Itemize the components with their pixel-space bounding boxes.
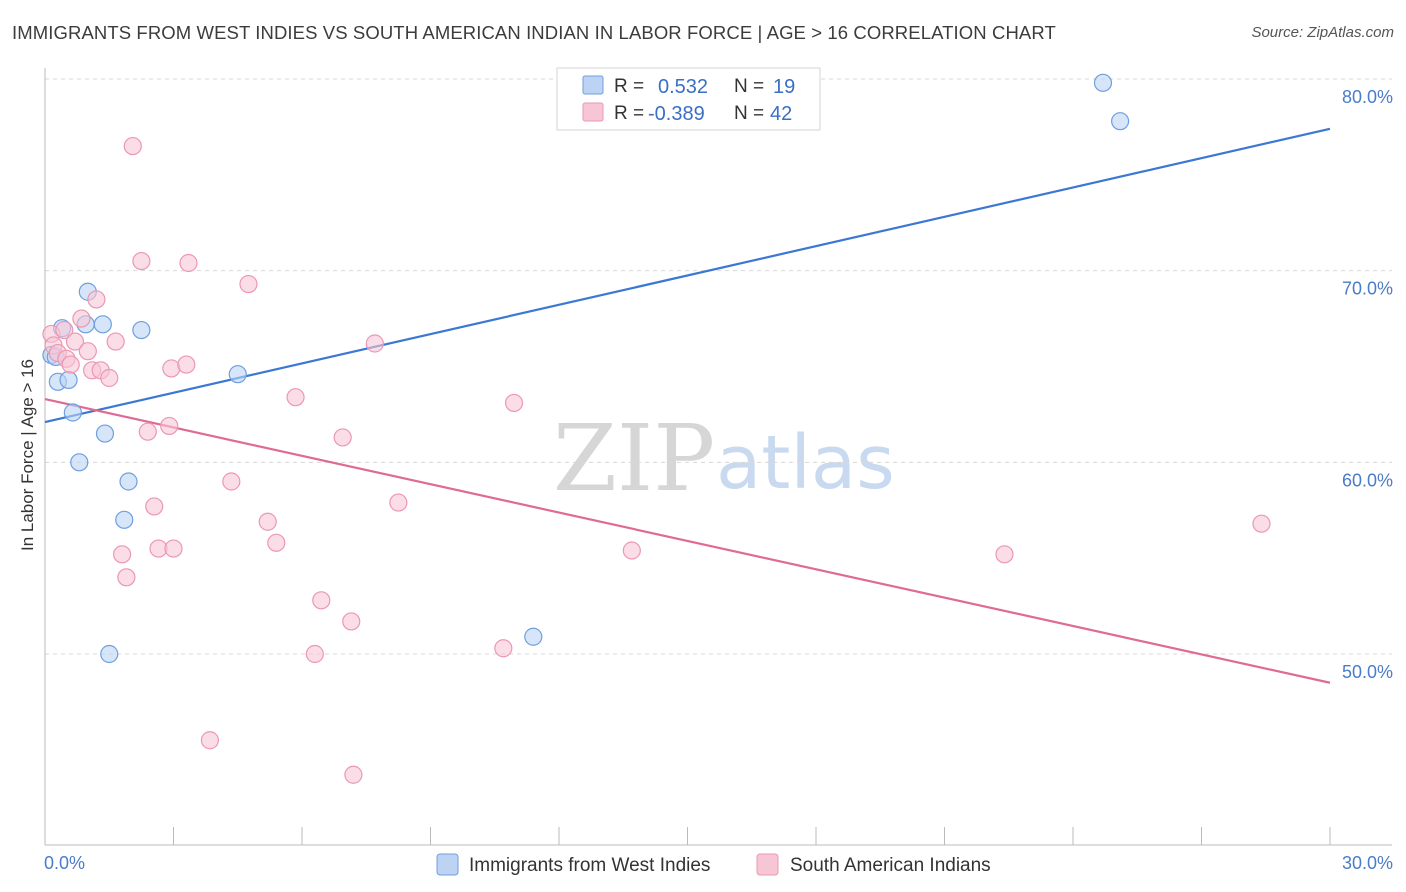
- legend-series-label-2: South American Indians: [790, 855, 991, 876]
- legend-series-label-1: Immigrants from West Indies: [469, 855, 710, 876]
- legend-correlation: R = 0.532 N = 19 R = -0.389 N = 42: [556, 67, 821, 131]
- y-tick-labels: 50.0% 60.0% 70.0% 80.0%: [1342, 87, 1393, 682]
- trend-line-west-indies: [44, 127, 1331, 424]
- legend-series-swatch-blue: [436, 853, 459, 876]
- point-south-american-indians: [200, 731, 220, 750]
- x-tick-label-min: 0.0%: [44, 853, 85, 873]
- point-south-american-indians: [145, 497, 164, 516]
- point-south-american-indians: [305, 644, 324, 664]
- y-tick-label: 60.0%: [1342, 470, 1393, 490]
- legend-r-label-1: R =: [614, 76, 644, 97]
- point-west-indies: [95, 424, 115, 443]
- trend-lines: [44, 127, 1331, 684]
- y-tick-label: 80.0%: [1342, 87, 1393, 107]
- point-south-american-indians: [365, 334, 384, 353]
- point-west-indies: [63, 403, 82, 422]
- point-south-american-indians: [622, 541, 641, 560]
- legend-n-value-1: 19: [773, 76, 795, 98]
- legend-n-label-2: N =: [734, 103, 764, 124]
- point-west-indies: [1093, 73, 1113, 92]
- point-west-indies: [524, 627, 543, 646]
- legend-swatch-blue: [582, 75, 604, 95]
- point-south-american-indians: [55, 320, 74, 340]
- legend-r-value-1: 0.532: [658, 76, 708, 98]
- point-west-indies: [119, 472, 138, 491]
- point-west-indies: [59, 370, 78, 390]
- legend-n-label-1: N =: [734, 76, 764, 97]
- point-south-american-indians: [389, 493, 408, 512]
- point-south-american-indians: [995, 545, 1014, 564]
- point-west-indies: [93, 315, 112, 334]
- point-west-indies: [115, 510, 134, 529]
- point-south-american-indians: [106, 332, 125, 351]
- legend-series-swatch-pink: [756, 853, 779, 876]
- point-south-american-indians: [342, 612, 361, 631]
- point-west-indies: [228, 365, 247, 384]
- chart-title: IMMIGRANTS FROM WEST INDIES VS SOUTH AME…: [12, 22, 1056, 43]
- point-west-indies: [1111, 112, 1130, 131]
- point-south-american-indians: [117, 568, 136, 587]
- point-south-american-indians: [179, 253, 198, 273]
- point-south-american-indians: [258, 512, 277, 531]
- y-tick-label: 50.0%: [1342, 662, 1393, 682]
- point-south-american-indians: [61, 355, 80, 374]
- point-south-american-indians: [267, 533, 286, 552]
- source-credit: Source: ZipAtlas.com: [1251, 24, 1394, 41]
- point-south-american-indians: [87, 290, 106, 309]
- watermark-atlas: atlas: [716, 420, 895, 506]
- gridlines: [45, 78, 1392, 655]
- point-south-american-indians: [138, 422, 157, 441]
- legend-r-value-2: -0.389: [648, 103, 705, 125]
- data-points: [42, 73, 1271, 784]
- x-tick-labels: 0.0% 30.0%: [44, 853, 1393, 873]
- point-south-american-indians: [222, 472, 241, 491]
- point-south-american-indians: [312, 591, 331, 610]
- point-south-american-indians: [65, 332, 85, 351]
- trend-line-south-american-indians: [44, 398, 1331, 684]
- point-west-indies: [70, 453, 89, 472]
- point-south-american-indians: [344, 765, 363, 784]
- point-west-indies: [100, 644, 119, 664]
- point-south-american-indians: [160, 416, 179, 436]
- watermark: ZIP atlas: [553, 405, 895, 512]
- point-south-american-indians: [112, 545, 132, 564]
- point-south-american-indians: [164, 539, 183, 558]
- legend-swatch-pink: [582, 102, 604, 122]
- point-west-indies: [132, 320, 151, 340]
- point-south-american-indians: [100, 368, 119, 388]
- y-tick-label: 70.0%: [1342, 279, 1393, 299]
- x-tick-label-max: 30.0%: [1342, 853, 1393, 873]
- point-south-american-indians: [72, 309, 91, 328]
- point-south-american-indians: [504, 393, 524, 413]
- point-south-american-indians: [132, 251, 151, 271]
- point-south-american-indians: [1252, 514, 1271, 533]
- point-south-american-indians: [286, 388, 305, 407]
- axes: [44, 68, 1392, 846]
- point-south-american-indians: [123, 136, 142, 156]
- legend-series: Immigrants from West Indies South Americ…: [436, 853, 991, 876]
- point-south-american-indians: [494, 639, 513, 658]
- point-south-american-indians: [333, 428, 352, 447]
- legend-r-label-2: R =: [614, 103, 644, 124]
- point-south-american-indians: [239, 274, 258, 294]
- point-south-american-indians: [162, 359, 181, 378]
- watermark-zip: ZIP: [553, 405, 715, 512]
- legend-n-value-2: 42: [770, 103, 792, 125]
- point-south-american-indians: [78, 342, 97, 361]
- point-south-american-indians: [177, 355, 196, 374]
